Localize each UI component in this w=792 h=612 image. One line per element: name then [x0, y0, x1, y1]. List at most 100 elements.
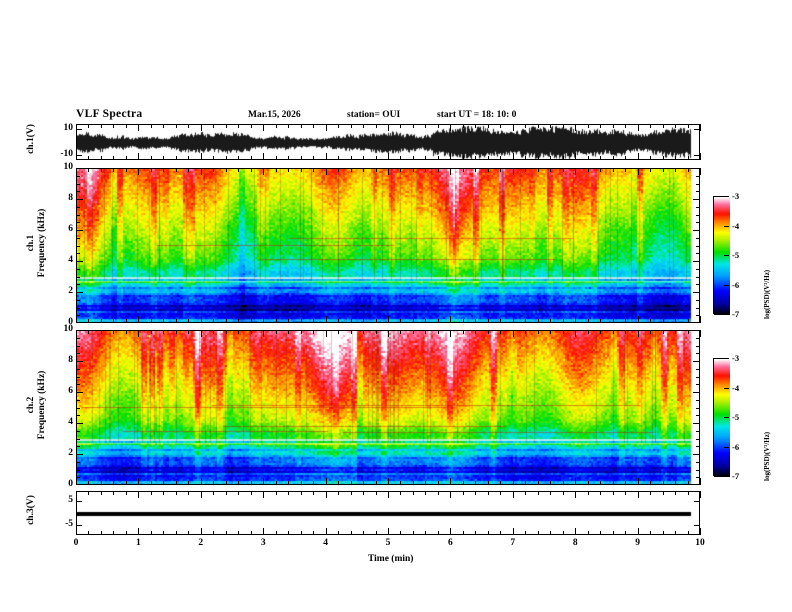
axis-tick: [301, 481, 302, 485]
axis-tick: [376, 124, 377, 128]
axis-tick: [351, 319, 352, 323]
axis-tick: [176, 124, 177, 128]
axis-tick: [500, 330, 501, 334]
axis-tick: [475, 319, 476, 323]
axis-tick: [675, 156, 676, 160]
axis-tick: [276, 168, 277, 172]
axis-tick: [113, 124, 114, 128]
axis-tick: [338, 481, 339, 485]
axis-tick: [438, 124, 439, 128]
axis-tick: [338, 531, 339, 535]
axis-tick: [188, 168, 189, 172]
axis-tick: [463, 156, 464, 160]
axis-tick: [694, 525, 700, 527]
axis-tick: [163, 531, 164, 535]
axis-tick: [176, 319, 177, 323]
axis-tick: [650, 168, 651, 172]
ch1-spec-ytick-2: 4: [68, 255, 73, 265]
header-start-ut: start UT = 18: 10: 0: [437, 110, 517, 120]
axis-tick: [263, 330, 265, 337]
axis-tick: [301, 319, 302, 323]
axis-tick: [76, 215, 80, 216]
axis-tick: [263, 491, 265, 498]
axis-tick: [76, 246, 80, 247]
axis-tick: [363, 156, 364, 160]
axis-tick: [588, 531, 589, 535]
axis-tick: [151, 531, 152, 535]
axis-tick: [663, 124, 664, 128]
axis-tick: [638, 491, 640, 498]
axis-tick: [425, 531, 426, 535]
colorbar-1-tick-2: -5: [732, 250, 740, 260]
axis-tick: [126, 481, 127, 485]
ch2-colorbar-label: log(PSD)(V²/Hz): [763, 431, 771, 481]
axis-tick: [425, 319, 426, 323]
axis-tick: [76, 269, 80, 270]
x-tick-label-1: 1: [136, 538, 141, 548]
axis-tick: [88, 168, 89, 172]
axis-tick: [163, 168, 164, 172]
axis-tick: [288, 481, 289, 485]
axis-tick: [126, 319, 127, 323]
axis-tick: [450, 478, 452, 485]
axis-tick: [625, 124, 626, 128]
axis-tick: [238, 319, 239, 323]
axis-tick: [76, 261, 83, 263]
axis-tick: [226, 156, 227, 160]
axis-tick: [251, 124, 252, 128]
axis-tick: [400, 491, 401, 495]
axis-tick: [176, 168, 177, 172]
axis-tick: [76, 330, 83, 332]
axis-tick: [563, 124, 564, 128]
axis-tick: [338, 168, 339, 172]
axis-tick: [688, 330, 689, 334]
ch1-spec-ytick-5: 10: [63, 162, 74, 172]
axis-tick: [88, 531, 89, 535]
axis-tick: [694, 501, 700, 503]
axis-tick: [724, 417, 729, 419]
axis-tick: [696, 215, 700, 216]
axis-tick: [288, 156, 289, 160]
ch1-spectrogram-ylabel-ch: ch.1: [26, 234, 36, 252]
axis-tick: [613, 319, 614, 323]
axis-tick: [313, 124, 314, 128]
axis-tick: [538, 491, 539, 495]
axis-tick: [288, 531, 289, 535]
axis-tick: [696, 246, 700, 247]
axis-tick: [613, 168, 614, 172]
axis-tick: [688, 168, 689, 172]
axis-tick: [513, 528, 515, 535]
axis-tick: [663, 319, 664, 323]
axis-tick: [550, 124, 551, 128]
axis-tick: [696, 191, 700, 192]
axis-tick: [226, 531, 227, 535]
axis-tick: [76, 315, 80, 316]
axis-tick: [76, 168, 78, 175]
axis-tick: [251, 156, 252, 160]
axis-tick: [76, 423, 83, 425]
axis-tick: [113, 481, 114, 485]
axis-tick: [88, 491, 89, 495]
axis-tick: [663, 168, 664, 172]
axis-tick: [693, 392, 700, 394]
axis-tick: [450, 491, 452, 498]
axis-tick: [625, 481, 626, 485]
axis-tick: [450, 528, 452, 535]
axis-tick: [363, 168, 364, 172]
axis-tick: [663, 531, 664, 535]
axis-tick: [696, 353, 700, 354]
axis-tick: [650, 491, 651, 495]
axis-tick: [76, 484, 83, 486]
axis-tick: [563, 156, 564, 160]
axis-tick: [675, 481, 676, 485]
axis-tick: [613, 491, 614, 495]
axis-tick: [351, 156, 352, 160]
axis-tick: [188, 156, 189, 160]
axis-tick: [76, 369, 80, 370]
axis-tick: [625, 531, 626, 535]
axis-tick: [463, 330, 464, 334]
ch2-spec-ytick-5: 10: [63, 324, 74, 334]
axis-tick: [326, 316, 328, 323]
axis-tick: [650, 124, 651, 128]
axis-tick: [388, 168, 390, 175]
